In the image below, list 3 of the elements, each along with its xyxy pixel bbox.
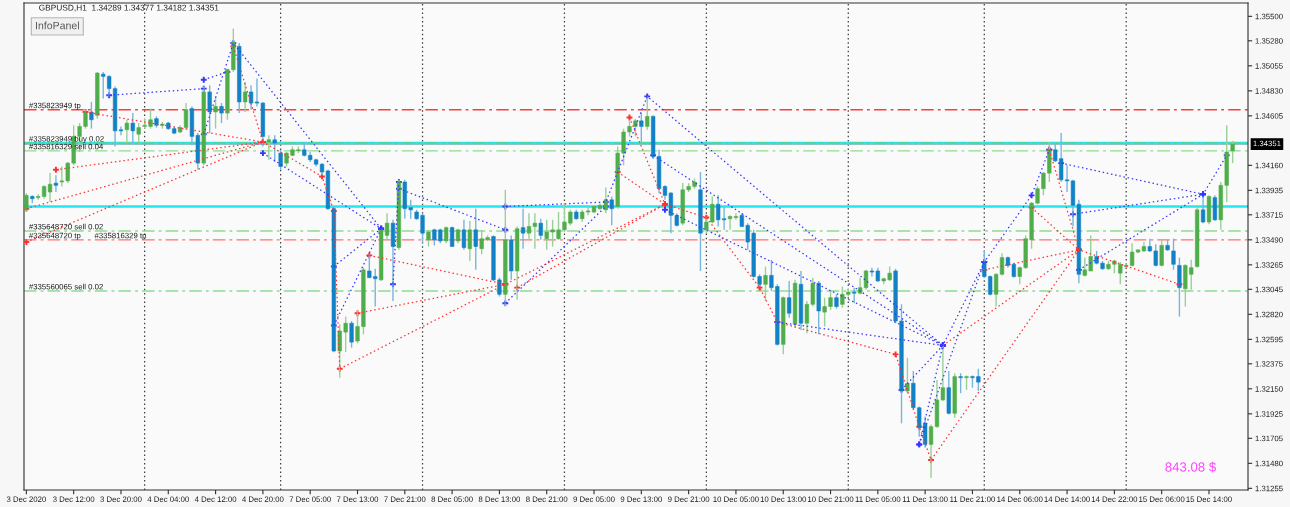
annotation: 843.08 $ bbox=[1165, 461, 1216, 473]
annotation: InfoPanel bbox=[35, 21, 79, 30]
chart-title: GBPUSD,H1 1.34289 1.34377 1.34182 1.34351 bbox=[39, 4, 219, 12]
